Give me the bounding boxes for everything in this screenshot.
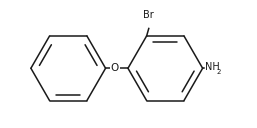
Text: NH: NH: [205, 62, 219, 72]
Text: O: O: [111, 63, 119, 73]
Text: 2: 2: [217, 69, 221, 75]
Text: Br: Br: [143, 10, 154, 20]
